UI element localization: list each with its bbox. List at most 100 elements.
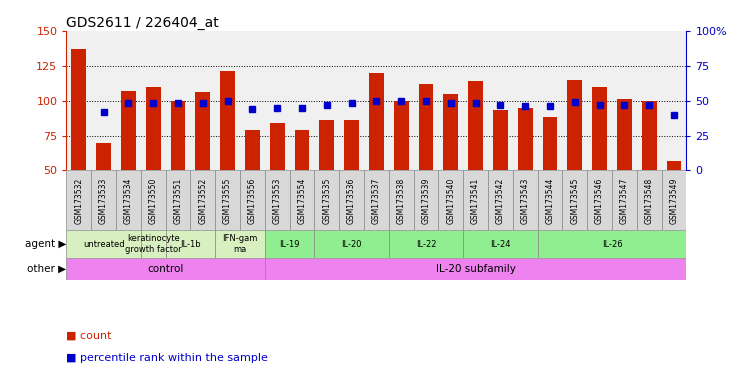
Bar	[562, 170, 587, 230]
Bar	[513, 170, 537, 230]
Bar	[116, 170, 141, 230]
Text: GSM173549: GSM173549	[669, 177, 678, 223]
Bar	[72, 49, 86, 170]
Text: IL-19: IL-19	[280, 240, 300, 248]
Bar	[488, 170, 513, 230]
Bar	[66, 230, 141, 258]
Text: GDS2611 / 226404_at: GDS2611 / 226404_at	[66, 16, 219, 30]
Text: GSM173550: GSM173550	[149, 177, 158, 223]
Text: IL-26: IL-26	[601, 240, 622, 248]
Bar	[66, 170, 92, 230]
Bar	[96, 142, 111, 170]
Text: GSM173547: GSM173547	[620, 177, 629, 223]
Text: IFN-gam
ma: IFN-gam ma	[222, 234, 258, 254]
Text: GSM173537: GSM173537	[372, 177, 381, 223]
Text: GSM173534: GSM173534	[124, 177, 133, 223]
Text: IL-1b: IL-1b	[180, 240, 201, 248]
Text: agent ▶: agent ▶	[25, 239, 66, 249]
Bar	[518, 108, 533, 170]
Bar	[66, 258, 265, 280]
Text: GSM173556: GSM173556	[248, 177, 257, 223]
Text: GSM173535: GSM173535	[323, 177, 331, 223]
Bar	[468, 81, 483, 170]
Bar	[92, 170, 116, 230]
Text: GSM173548: GSM173548	[645, 177, 654, 223]
Bar	[661, 170, 686, 230]
Text: IL-20: IL-20	[342, 240, 362, 248]
Bar	[568, 79, 582, 170]
Text: untreated: untreated	[83, 240, 125, 248]
Bar	[339, 170, 364, 230]
Bar	[265, 258, 686, 280]
Bar	[196, 92, 210, 170]
Text: GSM173536: GSM173536	[347, 177, 356, 223]
Text: IL-24: IL-24	[490, 240, 511, 248]
Bar	[637, 170, 661, 230]
Bar	[463, 170, 488, 230]
Text: GSM173554: GSM173554	[297, 177, 306, 223]
Bar	[666, 161, 681, 170]
Bar	[289, 170, 314, 230]
Bar	[165, 170, 190, 230]
Text: ■ count: ■ count	[66, 330, 112, 340]
Text: GSM173540: GSM173540	[446, 177, 455, 223]
Bar	[394, 101, 409, 170]
Text: GSM173552: GSM173552	[199, 177, 207, 223]
Bar	[146, 87, 161, 170]
Bar	[190, 170, 215, 230]
Bar	[413, 170, 438, 230]
Bar	[612, 170, 637, 230]
Bar	[165, 230, 215, 258]
Text: GSM173532: GSM173532	[75, 177, 83, 223]
Text: control: control	[148, 264, 184, 274]
Text: GSM173533: GSM173533	[99, 177, 108, 223]
Bar	[314, 230, 389, 258]
Bar	[141, 170, 165, 230]
Bar	[537, 170, 562, 230]
Bar	[344, 120, 359, 170]
Bar	[265, 230, 314, 258]
Text: GSM173545: GSM173545	[570, 177, 579, 223]
Bar	[587, 170, 612, 230]
Bar	[265, 170, 289, 230]
Text: GSM173551: GSM173551	[173, 177, 182, 223]
Text: IL-22: IL-22	[415, 240, 436, 248]
Bar	[215, 230, 265, 258]
Text: GSM173546: GSM173546	[595, 177, 604, 223]
Bar	[369, 73, 384, 170]
Bar	[245, 130, 260, 170]
Text: GSM173539: GSM173539	[421, 177, 430, 223]
Bar	[389, 170, 413, 230]
Bar	[121, 91, 136, 170]
Bar	[537, 230, 686, 258]
Bar	[463, 230, 537, 258]
Text: keratinocyte
growth factor: keratinocyte growth factor	[125, 234, 182, 254]
Text: ■ percentile rank within the sample: ■ percentile rank within the sample	[66, 353, 269, 363]
Bar	[592, 87, 607, 170]
Bar	[642, 101, 657, 170]
Bar	[270, 123, 285, 170]
Bar	[294, 130, 309, 170]
Bar	[215, 170, 240, 230]
Bar	[493, 110, 508, 170]
Bar	[220, 71, 235, 170]
Bar	[320, 120, 334, 170]
Bar	[364, 170, 389, 230]
Bar	[444, 94, 458, 170]
Text: GSM173553: GSM173553	[273, 177, 282, 223]
Bar	[240, 170, 265, 230]
Bar	[418, 84, 433, 170]
Bar	[314, 170, 339, 230]
Text: GSM173541: GSM173541	[471, 177, 480, 223]
Bar	[141, 230, 165, 258]
Bar	[389, 230, 463, 258]
Bar	[617, 99, 632, 170]
Bar	[438, 170, 463, 230]
Text: IL-20 subfamily: IL-20 subfamily	[435, 264, 516, 274]
Text: GSM173544: GSM173544	[545, 177, 554, 223]
Bar	[542, 118, 557, 170]
Text: GSM173542: GSM173542	[496, 177, 505, 223]
Text: GSM173538: GSM173538	[397, 177, 406, 223]
Bar	[170, 101, 185, 170]
Text: other ▶: other ▶	[27, 264, 66, 274]
